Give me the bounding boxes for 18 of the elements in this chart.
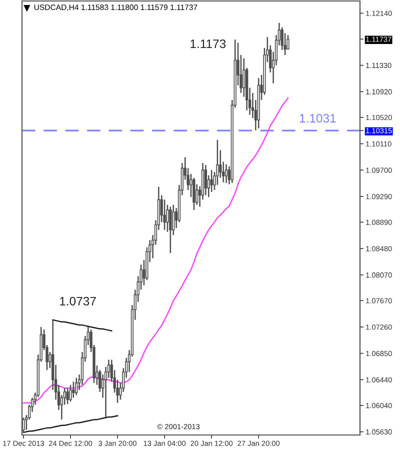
candlestick xyxy=(196,184,198,206)
annotation: 1.0737 xyxy=(60,296,96,306)
candlestick xyxy=(219,150,222,178)
candlestick xyxy=(216,139,219,186)
candlestick xyxy=(204,164,208,196)
candlestick xyxy=(163,199,166,231)
ref-line-label: 1.1031 xyxy=(300,114,336,123)
candlestick xyxy=(224,164,228,184)
candlestick xyxy=(75,377,78,396)
candlestick xyxy=(169,206,172,254)
annotation: 1.1173 xyxy=(190,39,226,48)
line-series xyxy=(52,319,112,332)
line-series xyxy=(22,415,118,434)
candlestick xyxy=(69,384,72,402)
candlestick xyxy=(72,381,75,398)
candlestick xyxy=(192,177,196,211)
candlestick xyxy=(66,387,69,405)
candlestick xyxy=(210,169,213,193)
